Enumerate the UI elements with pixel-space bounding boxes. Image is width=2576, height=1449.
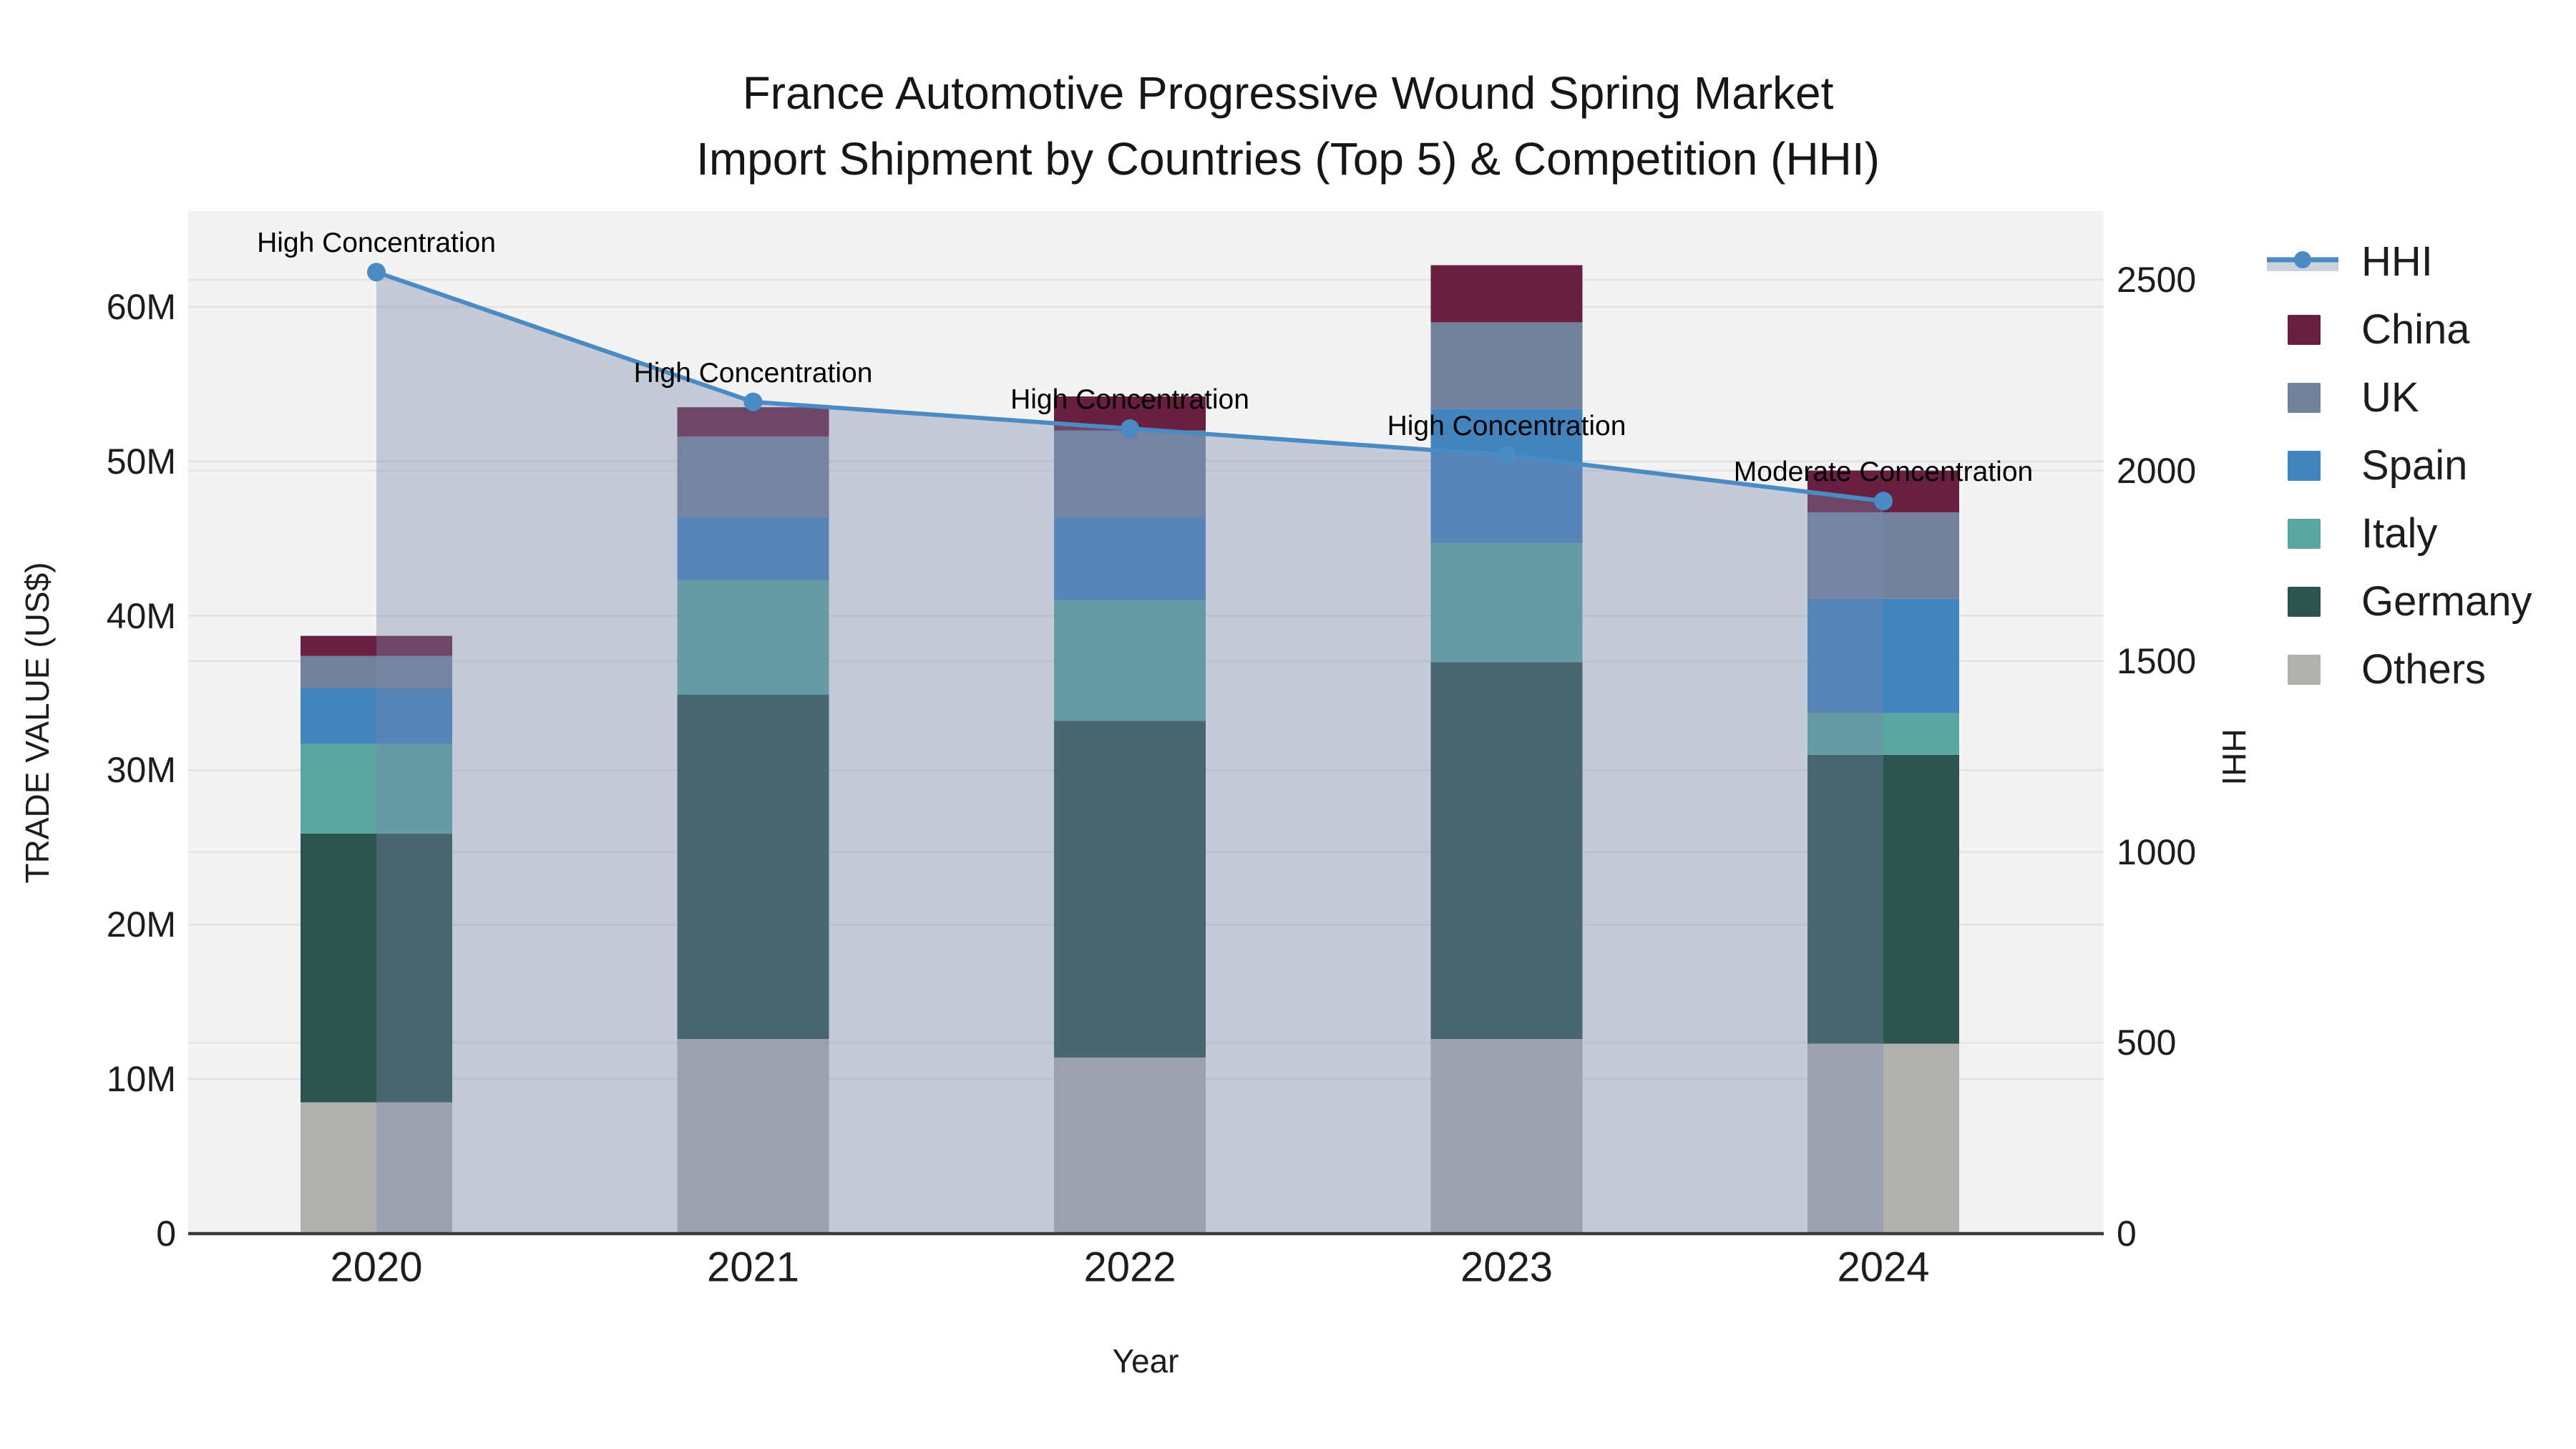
y-right-tick-2000: 2000 [2117, 450, 2197, 491]
legend-item-uk[interactable]: UK [2267, 364, 2532, 431]
y-right-tick-500: 500 [2117, 1023, 2177, 1063]
bar-segment-uk-2022[interactable] [1054, 430, 1206, 517]
legend-label-hhi: HHI [2361, 238, 2433, 285]
uk-swatch-icon [2267, 382, 2338, 413]
legend-item-china[interactable]: China [2267, 296, 2532, 364]
y-right-tick-0: 0 [2117, 1214, 2137, 1254]
hhi-marker-2023[interactable] [1497, 446, 1516, 465]
spain-color-square [2288, 450, 2321, 481]
bar-segment-italy-2020[interactable] [301, 743, 452, 834]
y-axis-right-title: HHI [2215, 728, 2253, 786]
uk-color-square [2288, 382, 2321, 413]
bar-segment-uk-2023[interactable] [1430, 322, 1583, 409]
hhi-marker-2022[interactable] [1121, 419, 1139, 438]
chart-title: France Automotive Progressive Wound Spri… [0, 60, 2576, 192]
hhi-marker-2021[interactable] [743, 392, 763, 411]
bar-segment-italy-2024[interactable] [1807, 713, 1959, 755]
bar-segment-others-2020[interactable] [301, 1102, 452, 1234]
bar-segment-germany-2020[interactable] [301, 833, 452, 1103]
annotation-2023: High Concentration [1387, 411, 1626, 442]
bar-segment-spain-2024[interactable] [1807, 598, 1959, 713]
annotation-2024: Moderate Concentration [1733, 457, 2034, 488]
bar-segment-germany-2024[interactable] [1807, 754, 1959, 1044]
germany-swatch-icon [2267, 586, 2338, 617]
bar-segment-spain-2023[interactable] [1430, 409, 1583, 544]
hhi-line-swatch-icon [2267, 246, 2338, 278]
legend-label-italy: Italy [2361, 510, 2438, 557]
annotation-2020: High Concentration [257, 228, 496, 259]
hhi-marker-2024[interactable] [1874, 492, 1893, 511]
legend-item-spain[interactable]: Spain [2267, 431, 2532, 499]
bar-segment-china-2023[interactable] [1430, 265, 1583, 323]
legend-label-uk: UK [2361, 374, 2419, 421]
annotation-2021: High Concentration [633, 357, 873, 389]
x-tick-2020: 2020 [330, 1244, 423, 1291]
bar-segment-italy-2022[interactable] [1054, 600, 1206, 721]
bar-segment-italy-2023[interactable] [1430, 543, 1583, 663]
x-tick-2021: 2021 [706, 1244, 800, 1291]
legend-item-germany[interactable]: Germany [2267, 567, 2532, 635]
y-left-tick-50M: 50M [106, 441, 176, 482]
bar-segment-others-2021[interactable] [677, 1039, 829, 1234]
y-left-tick-0: 0 [156, 1214, 176, 1254]
legend-label-germany: Germany [2361, 578, 2532, 625]
legend-label-spain: Spain [2361, 442, 2468, 489]
legend-label-china: China [2361, 306, 2470, 353]
x-tick-2022: 2022 [1083, 1244, 1176, 1291]
y-right-tick-2500: 2500 [2117, 259, 2197, 300]
bar-segment-uk-2024[interactable] [1807, 512, 1959, 599]
china-swatch-icon [2267, 314, 2338, 345]
bar-segment-others-2022[interactable] [1054, 1057, 1206, 1234]
bar-segment-germany-2023[interactable] [1430, 662, 1583, 1040]
bar-segment-others-2023[interactable] [1430, 1039, 1583, 1234]
bar-segment-uk-2021[interactable] [677, 436, 829, 517]
others-color-square [2288, 654, 2321, 685]
bar-segment-china-2021[interactable] [677, 407, 829, 437]
bar-segment-germany-2022[interactable] [1054, 721, 1206, 1058]
legend-label-others: Others [2361, 646, 2487, 693]
spain-swatch-icon [2267, 450, 2338, 481]
y-left-tick-20M: 20M [106, 904, 176, 945]
hhi-area-fill [376, 272, 1883, 1234]
italy-color-square [2288, 518, 2321, 549]
italy-swatch-icon [2267, 518, 2338, 549]
legend: HHI China UK Spain Italy Germany Others [2267, 228, 2532, 703]
bar-segment-china-2020[interactable] [301, 635, 452, 656]
legend-item-hhi[interactable]: HHI [2267, 228, 2532, 296]
bar-segment-germany-2021[interactable] [677, 694, 829, 1040]
chart-title-line2: Import Shipment by Countries (Top 5) & C… [696, 133, 1880, 185]
x-tick-2023: 2023 [1460, 1244, 1553, 1291]
annotation-2022: High Concentration [1010, 384, 1249, 415]
x-tick-2024: 2024 [1837, 1244, 1930, 1291]
bar-segment-italy-2021[interactable] [677, 580, 829, 695]
china-color-square [2288, 314, 2321, 345]
bar-segment-spain-2020[interactable] [301, 688, 452, 744]
y-right-tick-1500: 1500 [2117, 641, 2197, 682]
y-left-tick-30M: 30M [106, 750, 176, 791]
y-left-tick-60M: 60M [106, 286, 176, 327]
x-axis-title: Year [1112, 1342, 1179, 1380]
germany-color-square [2288, 586, 2321, 617]
bar-segment-others-2024[interactable] [1807, 1043, 1959, 1234]
hhi-marker-2020[interactable] [367, 263, 386, 282]
y-left-tick-10M: 10M [106, 1059, 176, 1100]
chart-title-line1: France Automotive Progressive Wound Spri… [742, 67, 1834, 119]
legend-item-others[interactable]: Others [2267, 635, 2532, 703]
y-right-tick-1000: 1000 [2117, 831, 2197, 872]
bar-segment-spain-2021[interactable] [677, 517, 829, 580]
y-left-tick-40M: 40M [106, 595, 176, 636]
bar-segment-uk-2020[interactable] [301, 655, 452, 689]
bar-segment-spain-2022[interactable] [1054, 517, 1206, 600]
legend-item-italy[interactable]: Italy [2267, 499, 2532, 567]
others-swatch-icon [2267, 654, 2338, 685]
